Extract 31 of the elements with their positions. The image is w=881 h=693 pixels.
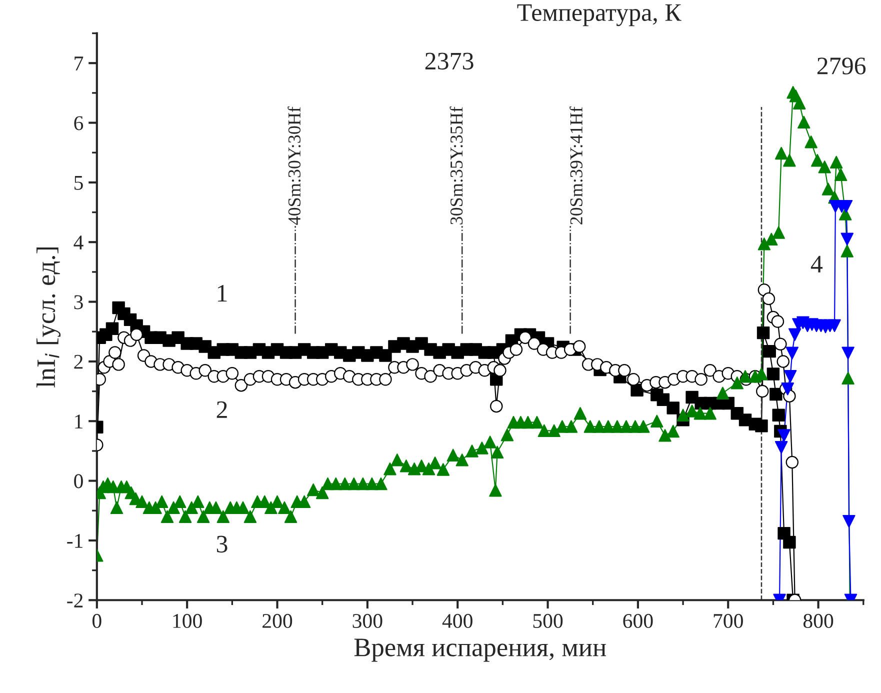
x-tick-label: 400 bbox=[442, 614, 472, 628]
x-tick-label: 300 bbox=[352, 614, 382, 628]
y-tick-label: 4 bbox=[74, 236, 84, 250]
annotation: 20Sm:39Y:41Hf bbox=[570, 106, 583, 224]
x-tick-label: 0 bbox=[92, 614, 102, 628]
y-tick-label: 5 bbox=[74, 176, 83, 190]
x-tick-label: 500 bbox=[533, 614, 563, 628]
annotation: 2 bbox=[216, 401, 227, 418]
y-tick-label: 6 bbox=[74, 116, 84, 130]
y-axis-title: lnI$_{i}$ [усл. ед.] bbox=[36, 247, 61, 388]
x-tick-label: 700 bbox=[714, 614, 743, 628]
y-tick-label: 0 bbox=[74, 474, 83, 488]
annotation: 3 bbox=[216, 536, 228, 553]
y-tick-label: 7 bbox=[74, 56, 84, 70]
annotation: 2796 bbox=[817, 58, 866, 74]
y-tick-label: 2 bbox=[74, 354, 83, 369]
x-tick-label: 800 bbox=[803, 614, 834, 628]
annotation: 30Sm:35Y:35Hf bbox=[450, 106, 463, 224]
annotation: 4 bbox=[810, 256, 823, 272]
text: Температура, К bbox=[517, 4, 682, 26]
annotation: 40Sm:30Y:30Hf bbox=[288, 106, 301, 225]
x-axis-title: Время испарения, мин bbox=[354, 638, 606, 662]
x-tick-label: 200 bbox=[262, 614, 292, 628]
y-tick-label: -1 bbox=[67, 534, 82, 548]
x-tick-label: 600 bbox=[623, 614, 653, 628]
y-tick-label: -2 bbox=[67, 594, 83, 608]
y-tick-label: 3 bbox=[74, 295, 83, 310]
annotation: 1 bbox=[218, 284, 227, 302]
x-tick-label: 100 bbox=[173, 614, 202, 628]
annotation: 2373 bbox=[425, 52, 474, 70]
y-tick-label: 1 bbox=[75, 414, 82, 428]
